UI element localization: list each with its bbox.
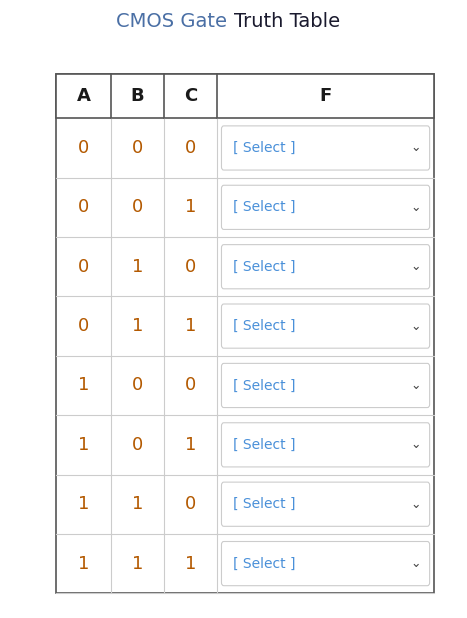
Text: [ Select ]: [ Select ] [233, 319, 296, 333]
Text: ⌄: ⌄ [410, 438, 421, 451]
Text: 1: 1 [184, 554, 196, 573]
Text: F: F [319, 87, 332, 105]
Text: 0: 0 [78, 139, 89, 157]
Text: 0: 0 [132, 436, 143, 454]
Text: B: B [131, 87, 144, 105]
FancyBboxPatch shape [221, 423, 430, 467]
Text: 0: 0 [132, 198, 143, 216]
Text: 0: 0 [78, 317, 89, 335]
Text: 1: 1 [78, 436, 89, 454]
Text: ⌄: ⌄ [410, 379, 421, 392]
Text: 0: 0 [132, 139, 143, 157]
Text: [ Select ]: [ Select ] [233, 141, 296, 155]
Text: 0: 0 [185, 139, 196, 157]
Text: ⌄: ⌄ [410, 320, 421, 332]
Text: CMOS Gate: CMOS Gate [116, 12, 234, 31]
FancyBboxPatch shape [221, 363, 430, 407]
Text: 1: 1 [132, 317, 143, 335]
FancyBboxPatch shape [221, 126, 430, 170]
FancyBboxPatch shape [221, 541, 430, 586]
Text: 1: 1 [132, 554, 143, 573]
Text: ⌄: ⌄ [410, 201, 421, 214]
Bar [56, 74, 434, 593]
Text: A: A [77, 87, 91, 105]
Text: Truth Table: Truth Table [234, 12, 340, 31]
Text: 1: 1 [78, 495, 89, 513]
Text: [ Select ]: [ Select ] [233, 260, 296, 274]
Text: 1: 1 [132, 258, 143, 276]
Text: ⌄: ⌄ [410, 260, 421, 273]
Text: ⌄: ⌄ [410, 142, 421, 154]
Text: ⌄: ⌄ [410, 497, 421, 510]
Bar [56, 74, 434, 118]
Text: [ Select ]: [ Select ] [233, 557, 296, 570]
Text: [ Select ]: [ Select ] [233, 200, 296, 214]
Text: 1: 1 [184, 198, 196, 216]
Text: 0: 0 [78, 198, 89, 216]
Text: 0: 0 [185, 495, 196, 513]
FancyBboxPatch shape [221, 482, 430, 527]
Text: 1: 1 [184, 436, 196, 454]
Text: 0: 0 [78, 258, 89, 276]
Text: [ Select ]: [ Select ] [233, 438, 296, 452]
Text: 0: 0 [132, 376, 143, 394]
Text: 1: 1 [184, 317, 196, 335]
Text: [ Select ]: [ Select ] [233, 378, 296, 392]
Text: [ Select ]: [ Select ] [233, 497, 296, 511]
Text: ⌄: ⌄ [410, 557, 421, 570]
FancyBboxPatch shape [221, 304, 430, 348]
FancyBboxPatch shape [221, 245, 430, 289]
FancyBboxPatch shape [221, 185, 430, 229]
Text: 1: 1 [78, 554, 89, 573]
Text: 0: 0 [185, 376, 196, 394]
Text: 1: 1 [132, 495, 143, 513]
Text: C: C [184, 87, 197, 105]
Text: 1: 1 [78, 376, 89, 394]
Text: 0: 0 [185, 258, 196, 276]
